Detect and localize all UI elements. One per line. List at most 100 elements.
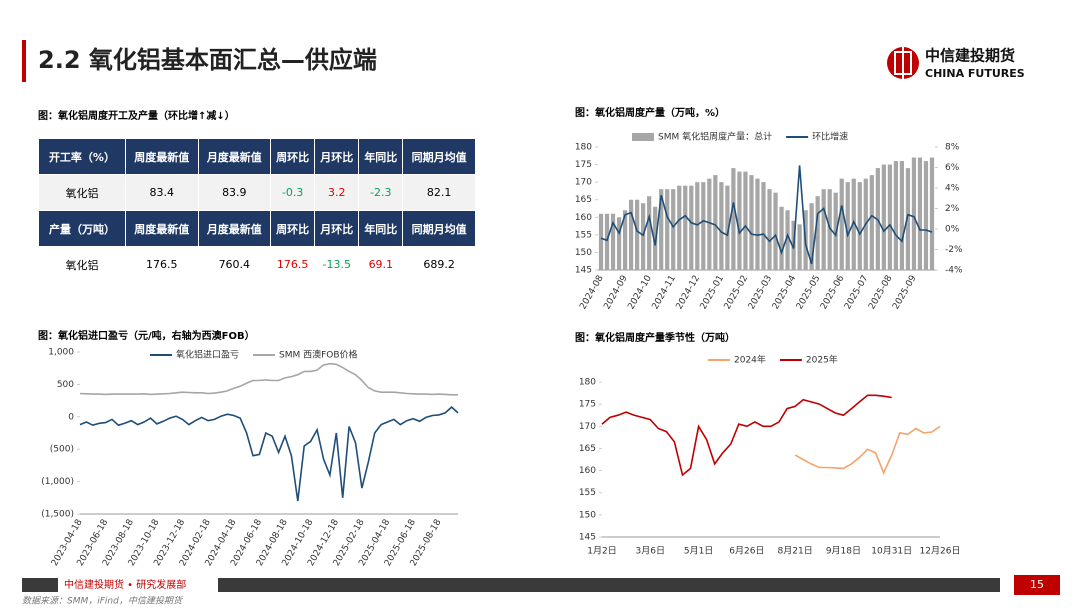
x-tick-label: 2025-09 [891,274,919,312]
bar [827,189,832,270]
bar [773,192,778,270]
bar [647,196,652,270]
logo-en: CHINA FUTURES [925,67,1025,80]
bar [665,189,670,270]
bar [755,178,760,270]
y2-tick-label: 4% [945,184,960,194]
bar [857,182,862,270]
y-tick-label: 150 [579,510,596,520]
y-tick-label: (500) [50,445,74,455]
y-tick-label: 175 [575,160,592,170]
y-tick-label: 180 [579,378,596,388]
bar [905,168,911,270]
y2-tick-label: -4% [945,266,963,276]
source: 数据来源：SMM，iFind，中信建投期货 [22,596,184,607]
bar [785,210,790,270]
y-tick-label: 155 [579,488,596,498]
line [601,394,892,477]
table-header-cell: 开工率（%） [38,138,126,175]
y-tick-label: 170 [579,422,596,432]
bar [671,189,676,270]
bar [689,185,694,270]
y-tick-label: 165 [579,444,596,454]
table-title: 图：氧化铝周度开工及产量（环比增↑减↓） [38,109,235,122]
x-tick-label: 6月26日 [729,546,764,557]
bar [653,206,658,270]
x-tick-label: 1月2日 [587,546,616,557]
table-header-cell: 月环比 [314,210,360,247]
bar [683,185,688,270]
table-cell: 689.2 [402,246,476,283]
y-tick-label: 155 [575,230,592,240]
bar [779,206,784,270]
bar [610,213,616,270]
table-cell: 氧化铝 [38,174,126,211]
bar [839,178,844,270]
y-tick-label: (1,500) [41,510,74,520]
bar [749,175,754,270]
y2-tick-label: -2% [945,245,963,255]
bar [881,164,886,270]
table-cell: 83.4 [124,174,199,211]
x-tick-label: 9月18日 [826,546,861,557]
table-cell: -13.5 [314,246,360,283]
table-cell: -2.3 [358,174,404,211]
legend-label: 氧化铝进口盈亏 [176,349,239,361]
table-header-cell: 月度最新值 [197,210,272,247]
legend-label: 2024年 [734,354,766,366]
bar [851,178,856,270]
table-header-cell: 同期月均值 [402,210,476,247]
bar [809,203,814,270]
bar [604,213,610,270]
table-cell: 176.5 [270,246,316,283]
y-tick-label: 0 [68,412,74,422]
table-header-cell: 月度最新值 [197,138,272,175]
y-tick-label: 170 [575,178,592,188]
y-tick-label: 160 [579,466,596,476]
bar [911,157,917,270]
bar [659,189,664,270]
bar [616,217,622,270]
title-bar [22,40,26,82]
data-table: 开工率（%） 周度最新值 月度最新值 周环比 月环比 年同比 同期月均值 氧化铝 83.4 83.… [38,138,476,283]
bar [821,189,826,270]
bar [701,182,706,270]
bar [641,203,646,270]
slide-title: 2.2 氧化铝基本面汇总—供应端 [38,46,377,74]
bar [598,213,604,270]
y-tick-label: 180 [575,143,592,153]
table-header-cell: 周环比 [270,210,316,247]
x-tick-label: 5月1日 [684,546,713,557]
bar [731,168,736,270]
bar [929,157,935,270]
bar [677,185,682,270]
bar [815,196,820,270]
table-header-cell: 同期月均值 [402,138,476,175]
logo: 中信建投期货 CHINA FUTURES [887,47,1025,80]
logo-cn: 中信建投期货 [925,47,1015,65]
chart-title: 图：氧化铝周度产量（万吨，%） [575,106,725,119]
y-tick-label: 175 [579,400,596,410]
y-tick-label: 145 [575,266,592,276]
bar [845,182,850,270]
footer-label-bg [58,577,218,593]
table-header-cell: 周环比 [270,138,316,175]
bar [869,175,874,270]
y2-tick-label: 2% [945,204,960,214]
bar [635,199,640,270]
bar [695,182,700,270]
bar [628,199,634,270]
bar [737,171,742,270]
y2-tick-label: 8% [945,143,960,153]
legend-swatch [632,133,654,141]
y2-tick-label: 6% [945,163,960,173]
y2-tick-label: 0% [945,225,960,235]
table-header-cell: 年同比 [358,210,404,247]
table-cell: 3.2 [314,174,360,211]
table-cell: 83.9 [197,174,272,211]
y-tick-label: 500 [57,380,74,390]
chart-title: 图：氧化铝周度产量季节性（万吨） [575,331,735,344]
bar [713,175,718,270]
bar [725,185,730,270]
